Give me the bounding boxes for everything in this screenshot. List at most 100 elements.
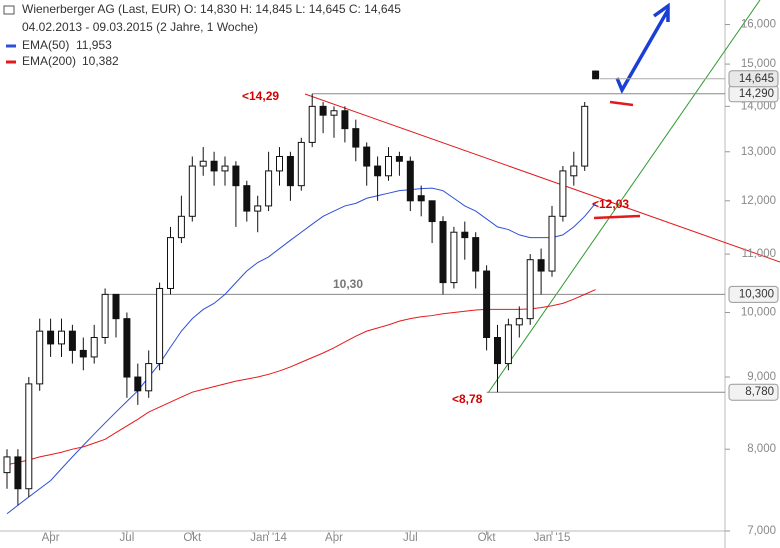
y-tick-label: 13,000	[741, 146, 776, 158]
candle-body	[406, 160, 414, 202]
candle-body	[352, 128, 360, 148]
x-tick-label: Jan '14	[250, 532, 287, 544]
candle-body	[515, 318, 523, 326]
candle-body	[243, 185, 251, 212]
x-tick-label: Jul	[403, 532, 418, 544]
y-tick-label: 8,000	[747, 443, 776, 455]
candle-body	[319, 105, 327, 116]
candle-body	[592, 70, 600, 80]
candle-body	[210, 160, 218, 172]
y-tick-label: 10,000	[741, 307, 776, 319]
price-label: 8,780	[745, 386, 774, 398]
legend-label: EMA(50)	[22, 38, 69, 52]
header: Wienerberger AG (Last, EUR) O: 14,830 H:…	[22, 2, 401, 16]
candle-body	[461, 231, 469, 239]
candle-body	[286, 155, 294, 187]
candle-body	[494, 336, 501, 365]
candle-body	[47, 330, 55, 345]
candle-body	[188, 165, 196, 217]
price-box	[728, 70, 779, 88]
candle-body	[232, 165, 240, 187]
candle-body	[276, 155, 283, 172]
candle-body	[123, 318, 131, 378]
candle-body	[504, 324, 512, 365]
candle-body	[559, 170, 567, 217]
annotation: 10,30	[333, 277, 363, 291]
candle-body	[90, 336, 98, 358]
candle-body	[363, 146, 371, 167]
candle-body	[3, 456, 11, 474]
ema-line	[6, 187, 596, 515]
candle-body	[145, 363, 153, 392]
candle-body	[134, 376, 142, 392]
candle-body	[341, 110, 349, 130]
candle-body	[483, 270, 491, 338]
candle-body	[395, 155, 403, 162]
trendline	[304, 93, 780, 263]
x-tick-label: Jan '15	[534, 532, 571, 544]
candle-body	[265, 170, 273, 207]
candle-body	[439, 221, 447, 284]
legend-value: 11,953	[76, 38, 112, 52]
candle-body	[308, 105, 316, 143]
subheader: 04.02.2013 - 09.03.2015 (2 Jahre, 1 Woch…	[22, 20, 258, 34]
legend-label: EMA(200)	[22, 54, 76, 68]
x-tick-label: Apr	[42, 532, 60, 544]
candle-body	[101, 293, 109, 338]
annotation: <12,03	[592, 197, 629, 211]
y-tick-label: 12,000	[741, 195, 776, 207]
x-tick-label: Apr	[325, 532, 343, 544]
candle-body	[581, 105, 589, 167]
trendline	[487, 0, 761, 394]
price-box	[728, 285, 779, 303]
candle-body	[112, 293, 120, 320]
y-tick-label: 15,000	[741, 58, 776, 70]
candle-body	[450, 231, 458, 284]
x-tick-label: Jul	[120, 532, 135, 544]
price-box	[728, 383, 779, 401]
y-tick-label: 16,000	[741, 19, 776, 31]
candle-body	[428, 200, 436, 223]
x-tick-label: Okt	[183, 532, 202, 544]
ema-line	[6, 289, 596, 466]
candle-body	[36, 330, 44, 385]
candle-body	[570, 165, 578, 177]
legend-value: 10,382	[82, 54, 119, 68]
candle-body	[330, 110, 338, 116]
y-tick-label: 9,000	[747, 371, 776, 383]
candle-body	[472, 237, 480, 272]
candle-body	[14, 456, 22, 490]
marker	[593, 214, 641, 220]
candle-body	[177, 215, 185, 239]
candle-body	[254, 205, 262, 212]
candle-body	[199, 160, 207, 167]
candle-body	[167, 237, 174, 289]
annotation: <14,29	[242, 89, 279, 103]
candle-body	[385, 155, 392, 177]
candle-body	[374, 165, 382, 177]
candle-body	[156, 287, 164, 365]
candle-body	[221, 165, 229, 172]
annotation: <8,78	[452, 392, 483, 406]
price-label: 14,290	[739, 88, 774, 100]
candle-body	[25, 383, 33, 490]
candle-body	[58, 330, 65, 345]
price-label: 14,645	[739, 73, 774, 85]
arrow	[615, 2, 670, 94]
y-tick-label: 14,000	[741, 100, 776, 112]
x-tick-label: Okt	[478, 532, 497, 544]
candle-body	[526, 259, 534, 320]
candle-body	[79, 349, 87, 358]
candle-body	[537, 259, 545, 272]
candle-body	[68, 330, 76, 351]
candle-body	[548, 215, 556, 272]
candle-body	[417, 195, 425, 202]
marker	[609, 100, 634, 107]
candle-body	[297, 141, 305, 187]
icon	[3, 5, 15, 15]
y-tick-label: 7,000	[747, 525, 776, 537]
price-label: 10,300	[739, 288, 774, 300]
y-tick-label: 11,000	[742, 248, 776, 260]
